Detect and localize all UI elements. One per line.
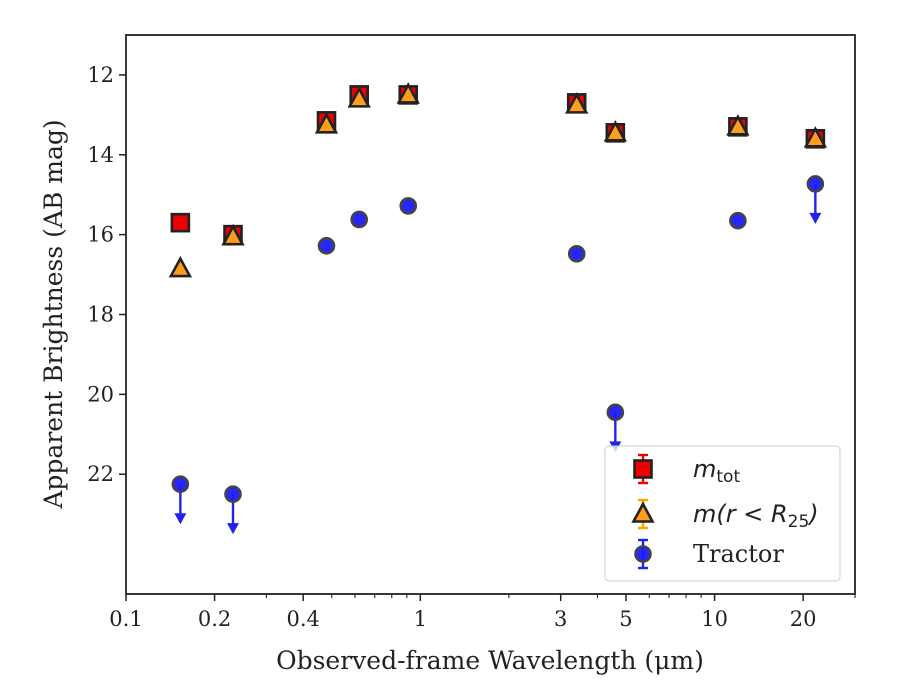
upper-limit-arrow-head — [174, 513, 187, 525]
series-circle — [171, 175, 825, 535]
data-point-square — [170, 212, 191, 233]
data-point-circle — [171, 475, 190, 525]
marker-square — [170, 212, 191, 233]
data-point-circle — [350, 210, 368, 229]
x-tick-label: 3 — [554, 607, 567, 631]
data-point-circle — [567, 245, 586, 263]
upper-limit-arrow-head — [227, 523, 240, 535]
y-tick-label: 14 — [87, 143, 114, 167]
data-point-circle — [224, 485, 242, 535]
y-tick-label: 18 — [87, 303, 114, 327]
data-point-triangle — [565, 92, 589, 114]
marker-circle — [806, 175, 825, 193]
data-point-triangle — [803, 126, 828, 148]
data-point-triangle — [347, 86, 371, 108]
x-tick-label: 5 — [619, 607, 632, 631]
data-point-triangle — [221, 223, 245, 246]
data-point-triangle — [168, 255, 193, 278]
marker-circle — [567, 245, 586, 263]
legend-box — [604, 445, 841, 582]
legend-label: Tractor — [693, 540, 784, 568]
data-point-circle — [806, 175, 825, 224]
marker-triangle — [603, 120, 628, 142]
series-square — [170, 85, 826, 245]
data-point-triangle — [314, 112, 339, 134]
marker-triangle — [803, 126, 828, 148]
marker-triangle — [726, 114, 750, 136]
x-tick-label: 1 — [414, 607, 427, 631]
y-tick-label: 12 — [87, 63, 114, 87]
marker-triangle — [565, 92, 589, 114]
marker-triangle — [314, 112, 339, 134]
x-tick-label: 10 — [701, 607, 728, 631]
data-point-circle — [317, 237, 336, 255]
x-tick-label: 0.4 — [286, 607, 319, 631]
series-triangle — [168, 82, 828, 278]
axis-ticks: 0.1 0.2 0.4 1 3 5 10 20 12 14 16 18 20 22 — [87, 63, 856, 631]
legend-marker-circle — [634, 545, 652, 563]
legend-label-subscript: 25 — [788, 512, 810, 532]
data-point-circle — [399, 197, 418, 215]
marker-circle — [606, 403, 625, 422]
data-point-triangle — [603, 120, 628, 142]
data-layer — [168, 82, 828, 535]
y-tick-label: 20 — [87, 382, 114, 406]
y-tick-label: 22 — [87, 462, 114, 486]
data-point-circle — [606, 403, 625, 453]
legend-entry-circle: Tractor — [634, 538, 784, 570]
data-point-circle — [729, 211, 747, 230]
x-tick-label: 20 — [790, 607, 817, 631]
data-point-triangle — [726, 114, 750, 136]
legend-marker-triangle — [631, 501, 655, 523]
marker-circle — [350, 210, 368, 229]
marker-triangle — [347, 86, 371, 108]
data-point-triangle — [396, 82, 420, 104]
y-axis-title: Apparent Brightness (AB mag) — [39, 119, 68, 509]
marker-circle — [224, 485, 242, 503]
marker-circle — [171, 475, 190, 493]
marker-triangle — [221, 223, 245, 246]
legend-label-subscript: tot — [716, 467, 740, 487]
marker-triangle — [168, 255, 193, 278]
marker-circle — [729, 211, 747, 230]
legend-marker-square — [633, 459, 653, 479]
x-axis-title: Observed-frame Wavelength (μm) — [276, 646, 704, 675]
marker-triangle — [396, 82, 420, 104]
x-tick-label: 0.1 — [109, 607, 142, 631]
x-tick-label: 0.2 — [198, 607, 231, 631]
legend-label-close: ) — [807, 500, 818, 528]
upper-limit-arrow-head — [809, 212, 822, 224]
marker-circle — [317, 237, 336, 255]
y-tick-label: 16 — [87, 223, 114, 247]
marker-circle — [399, 197, 418, 215]
